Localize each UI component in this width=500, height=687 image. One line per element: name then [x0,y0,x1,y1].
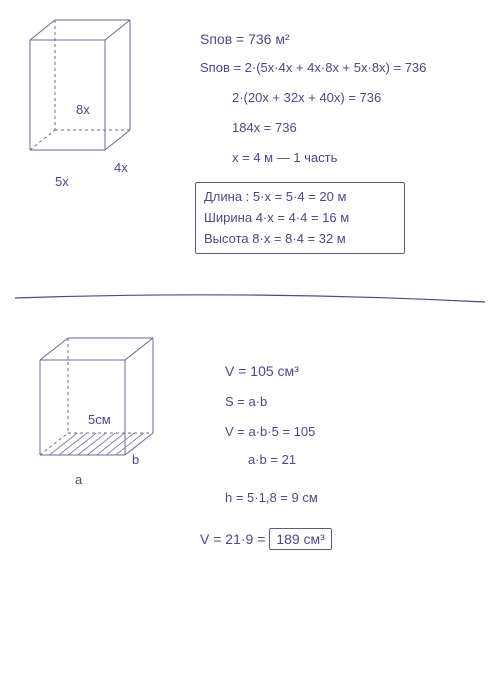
page-root: { "problem1": { "cuboid": { "front": { "… [0,0,500,687]
cuboid2-height-label: 5см [88,410,111,431]
cuboid2-a-label: a [75,470,82,491]
final-boxed: 189 см³ [269,528,332,550]
work-line: h = 5·1,8 = 9 см [225,488,318,509]
final-answer-line: V = 21·9 = 189 см³ [200,528,332,550]
work-line: V = 105 см³ [225,360,299,382]
cuboid2-b-label: b [132,450,139,471]
work-line: V = a·b·5 = 105 [225,422,315,443]
final-prefix: V = 21·9 = [200,531,269,547]
work-line: S = a·b [225,392,267,413]
work-line: a·b = 21 [248,450,296,471]
cuboid-2 [0,0,200,687]
